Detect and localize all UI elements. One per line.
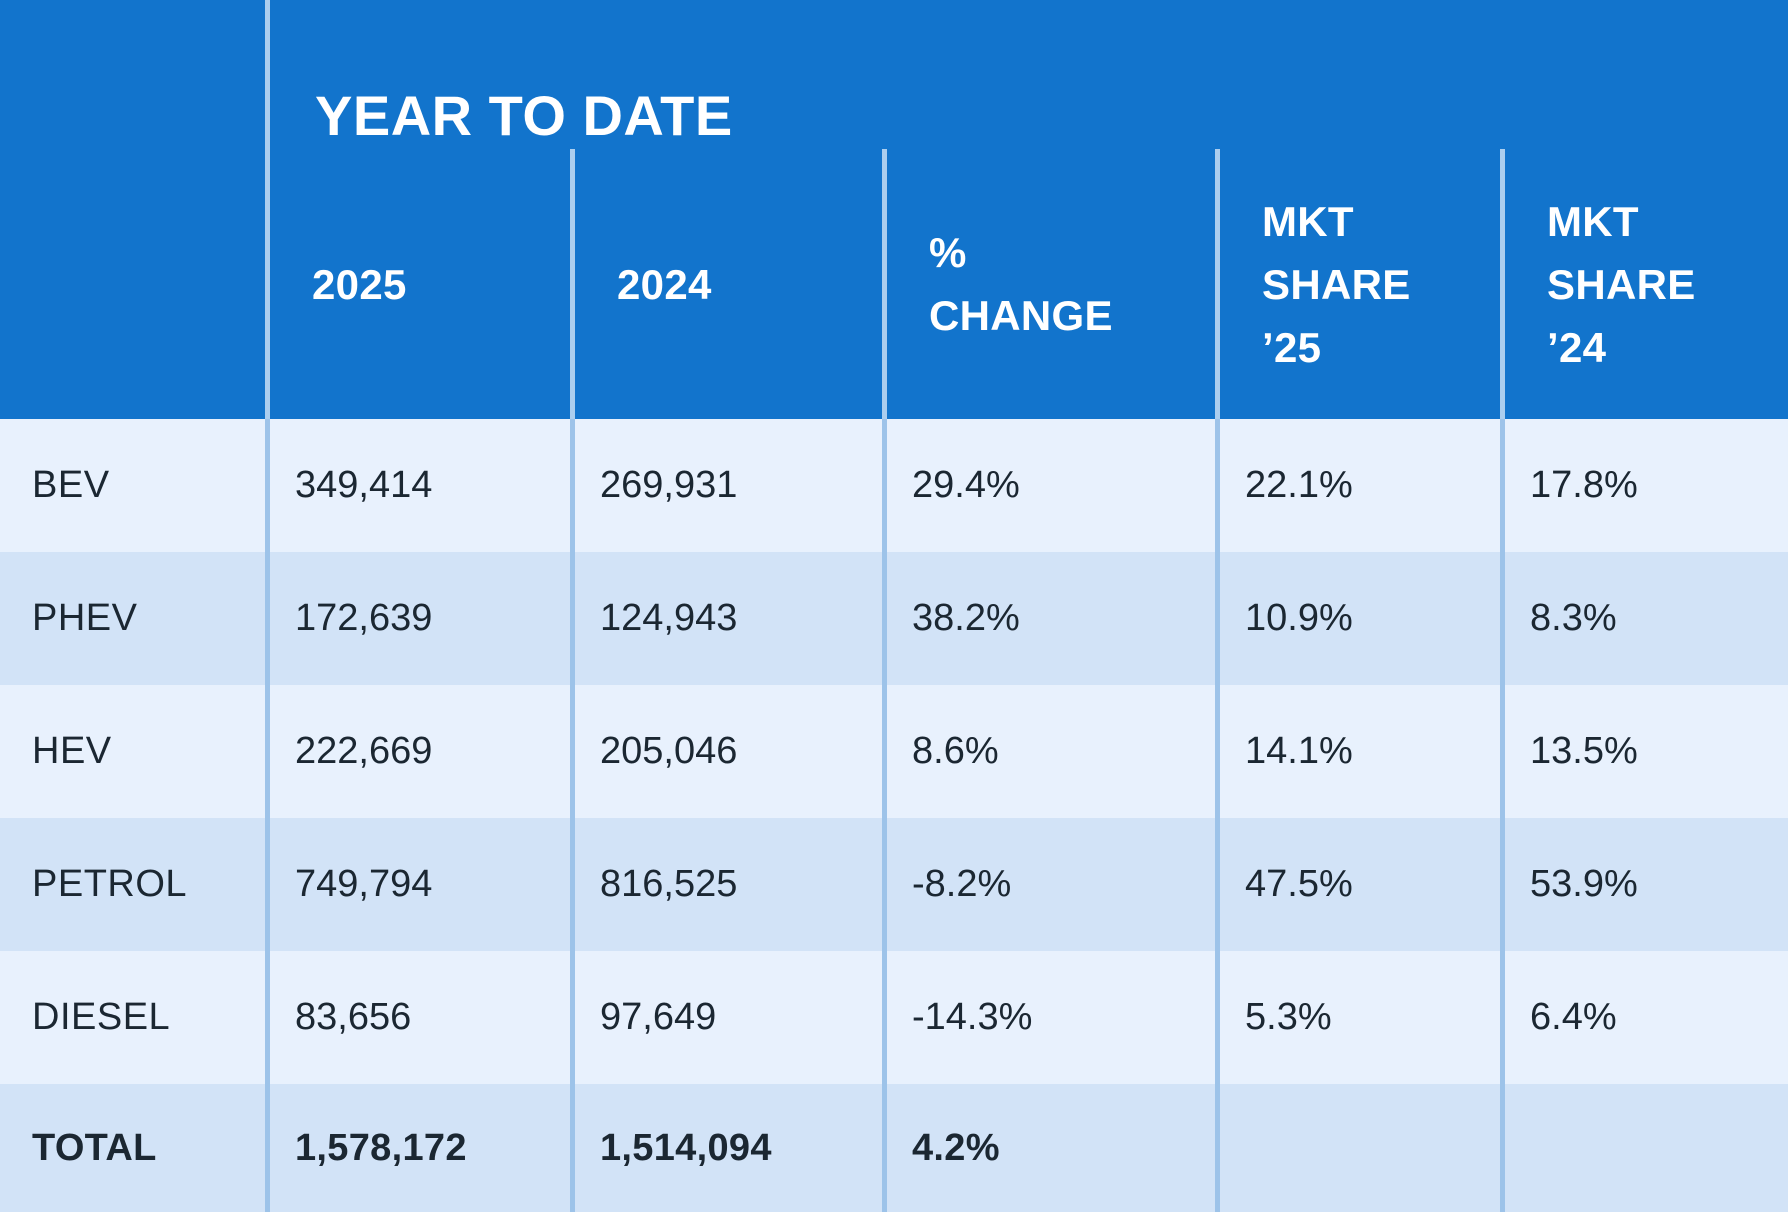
cell-pct-change: 4.2% <box>882 1084 1215 1212</box>
cell-pct-change: 38.2% <box>882 552 1215 685</box>
column-header-pct-change: % CHANGE <box>882 149 1215 419</box>
cell-mkt-share-25: 10.9% <box>1215 552 1500 685</box>
cell-2024: 97,649 <box>570 951 882 1084</box>
column-header-2024: 2024 <box>570 149 882 419</box>
row-label: HEV <box>32 730 112 772</box>
cell-pct-change: -8.2% <box>882 818 1215 951</box>
cell-mkt-share-24 <box>1500 1084 1788 1212</box>
cell-mkt-share-25: 47.5% <box>1215 818 1500 951</box>
cell-2024: 816,525 <box>570 818 882 951</box>
table-row-total: TOTAL 1,578,172 1,514,094 4.2% <box>0 1084 1788 1212</box>
cell-2025: 83,656 <box>265 951 570 1084</box>
cell-mkt-share-24: 8.3% <box>1500 552 1788 685</box>
cell-mkt-share-24: 6.4% <box>1500 951 1788 1084</box>
cell-mkt-share-25: 14.1% <box>1215 685 1500 818</box>
header-corner-cell <box>0 0 265 149</box>
cell-2025: 349,414 <box>265 419 570 552</box>
row-label: DIESEL <box>32 996 171 1038</box>
cell-2025: 1,578,172 <box>265 1084 570 1212</box>
column-header-2025: 2025 <box>265 149 570 419</box>
cell-2025: 222,669 <box>265 685 570 818</box>
row-label: TOTAL <box>32 1126 157 1169</box>
cell-2024: 124,943 <box>570 552 882 685</box>
cell-2024: 1,514,094 <box>570 1084 882 1212</box>
cell-mkt-share-25: 22.1% <box>1215 419 1500 552</box>
row-label: PHEV <box>32 597 138 639</box>
cell-2024: 269,931 <box>570 419 882 552</box>
cell-pct-change: 29.4% <box>882 419 1215 552</box>
table-row-petrol: PETROL 749,794 816,525 -8.2% 47.5% 53.9% <box>0 818 1788 951</box>
table-header: YEAR TO DATE 2025 2024 % CHANGE MKT SHARE’… <box>0 0 1788 419</box>
column-header-mkt-share-24: MKT SHARE ’24 <box>1500 149 1788 419</box>
row-label: PETROL <box>32 863 188 905</box>
cell-mkt-share-24: 17.8% <box>1500 419 1788 552</box>
cell-pct-change: -14.3% <box>882 951 1215 1084</box>
cell-2024: 205,046 <box>570 685 882 818</box>
table-row-bev: BEV 349,414 269,931 29.4% 22.1% 17.8% <box>0 419 1788 552</box>
header-title-band: YEAR TO DATE <box>0 0 1788 149</box>
table-row-diesel: DIESEL 83,656 97,649 -14.3% 5.3% 6.4% <box>0 951 1788 1084</box>
cell-2025: 749,794 <box>265 818 570 951</box>
cell-2025: 172,639 <box>265 552 570 685</box>
table-row-phev: PHEV 172,639 124,943 38.2% 10.9% 8.3% <box>0 552 1788 685</box>
column-header-band: 2025 2024 % CHANGE MKT SHARE ’25 MKT SHARE ’2… <box>0 149 1788 419</box>
header-title-cell: YEAR TO DATE <box>265 0 1788 149</box>
column-header-fuel-type <box>0 149 265 419</box>
cell-mkt-share-24: 13.5% <box>1500 685 1788 818</box>
table-title: YEAR TO DATE <box>315 84 733 148</box>
table-row-hev: HEV 222,669 205,046 8.6% 14.1% 13.5% <box>0 685 1788 818</box>
cell-mkt-share-25: 5.3% <box>1215 951 1500 1084</box>
cell-pct-change: 8.6% <box>882 685 1215 818</box>
row-label: BEV <box>32 464 110 506</box>
cell-mkt-share-25 <box>1215 1084 1500 1212</box>
cell-mkt-share-24: 53.9% <box>1500 818 1788 951</box>
column-header-mkt-share-25: MKT SHARE ’25 <box>1215 149 1500 419</box>
